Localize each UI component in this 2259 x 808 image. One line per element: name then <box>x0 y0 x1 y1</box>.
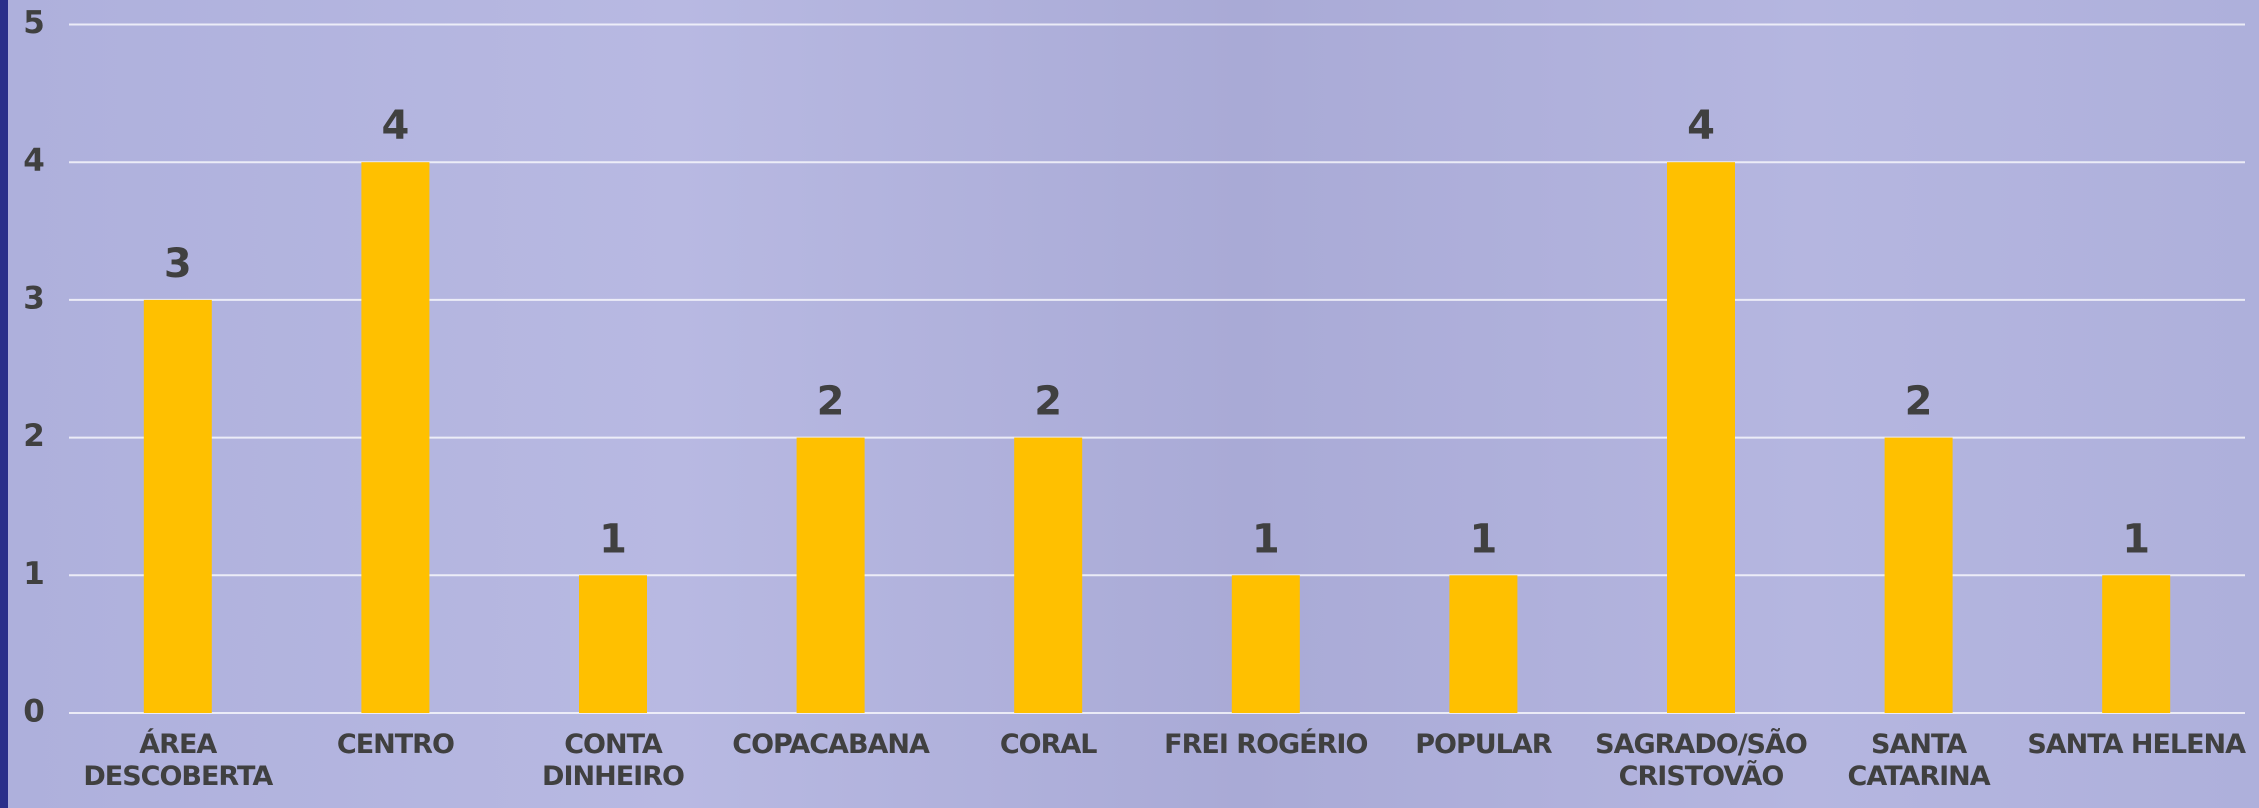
bar <box>796 437 865 713</box>
value-label: 2 <box>1034 379 1062 425</box>
bar <box>1449 575 1518 713</box>
y-tick-label: 2 <box>23 418 45 454</box>
bar <box>1884 437 1953 713</box>
y-tick-label: 3 <box>23 280 45 316</box>
value-label: 1 <box>1469 516 1497 562</box>
bar <box>579 575 647 713</box>
x-tick-label: SAGRADO/SÃO CRISTOVÃO <box>1595 729 1808 792</box>
y-tick-label: 5 <box>23 5 45 41</box>
x-tick-label: POPULAR <box>1415 729 1552 760</box>
value-label: 4 <box>1687 103 1715 149</box>
value-label: 2 <box>817 379 845 425</box>
x-tick-label: COPACABANA <box>732 729 930 760</box>
x-tick-label: CENTRO <box>336 729 455 760</box>
y-tick-label: 4 <box>23 143 45 179</box>
bar <box>1231 575 1300 713</box>
bar <box>1667 162 1735 713</box>
y-tick-label: 0 <box>23 694 45 730</box>
bar <box>143 299 212 713</box>
x-tick-label: CORAL <box>999 729 1098 760</box>
bar <box>1014 437 1083 713</box>
x-tick-label: SANTA CATARINA <box>1847 729 1991 792</box>
x-tick-label: SANTA HELENA <box>2027 729 2246 760</box>
x-tick-label: CONTA DINHEIRO <box>542 729 685 792</box>
value-label: 1 <box>2122 516 2150 562</box>
value-label: 2 <box>1905 379 1933 425</box>
value-label: 1 <box>1252 516 1280 562</box>
y-tick-label: 1 <box>23 556 45 592</box>
bar <box>361 162 430 713</box>
value-label: 4 <box>381 103 409 149</box>
value-label: 3 <box>164 241 192 287</box>
bar <box>2102 575 2171 713</box>
value-label: 1 <box>599 516 627 562</box>
x-tick-label: FREI ROGÉRIO <box>1164 729 1368 760</box>
x-tick-label: ÁREA DESCOBERTA <box>83 729 273 792</box>
